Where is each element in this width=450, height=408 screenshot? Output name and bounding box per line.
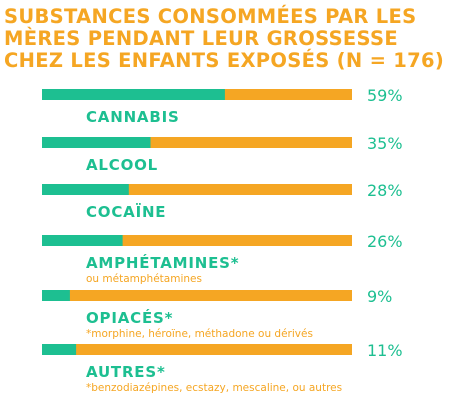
category-label: AMPHÉTAMINES* [86, 253, 239, 272]
value-label: 59% [367, 86, 403, 105]
category-sublabel: ou métamphétamines [86, 273, 202, 285]
bar-fill [42, 344, 77, 355]
bar-track [42, 344, 352, 355]
value-label: 11% [367, 341, 403, 360]
chart-title: SUBSTANCES CONSOMMÉES PAR LES MÈRES PEND… [4, 6, 448, 72]
category-label: AUTRES* [86, 363, 166, 381]
value-label: 9% [367, 287, 392, 306]
category-label: ALCOOL [86, 156, 158, 174]
category-label: CANNABIS [86, 108, 180, 126]
bar-track [42, 184, 352, 195]
title-line-1: SUBSTANCES CONSOMMÉES PAR LES [4, 5, 417, 28]
category-label: COCAÏNE [86, 202, 166, 221]
bar-track [42, 290, 352, 301]
category-sublabel: *morphine, héroïne, méthadone ou dérivés [86, 328, 313, 340]
category-label: OPIACÉS* [86, 308, 173, 327]
value-label: 28% [367, 181, 403, 200]
value-label: 35% [367, 134, 403, 153]
bar-track [42, 235, 352, 246]
bar-fill [42, 184, 129, 195]
category-sublabel: *benzodiazépines, ecstazy, mescaline, ou… [86, 382, 342, 394]
title-line-3: CHEZ LES ENFANTS EXPOSÉS (N = 176) [4, 49, 445, 72]
bar-track [42, 137, 352, 148]
title-line-2: MÈRES PENDANT LEUR GROSSESSE [4, 27, 398, 50]
bar-fill [42, 137, 151, 148]
bar-fill [42, 89, 225, 100]
value-label: 26% [367, 232, 403, 251]
bar-fill [42, 235, 123, 246]
bar-fill [42, 290, 70, 301]
